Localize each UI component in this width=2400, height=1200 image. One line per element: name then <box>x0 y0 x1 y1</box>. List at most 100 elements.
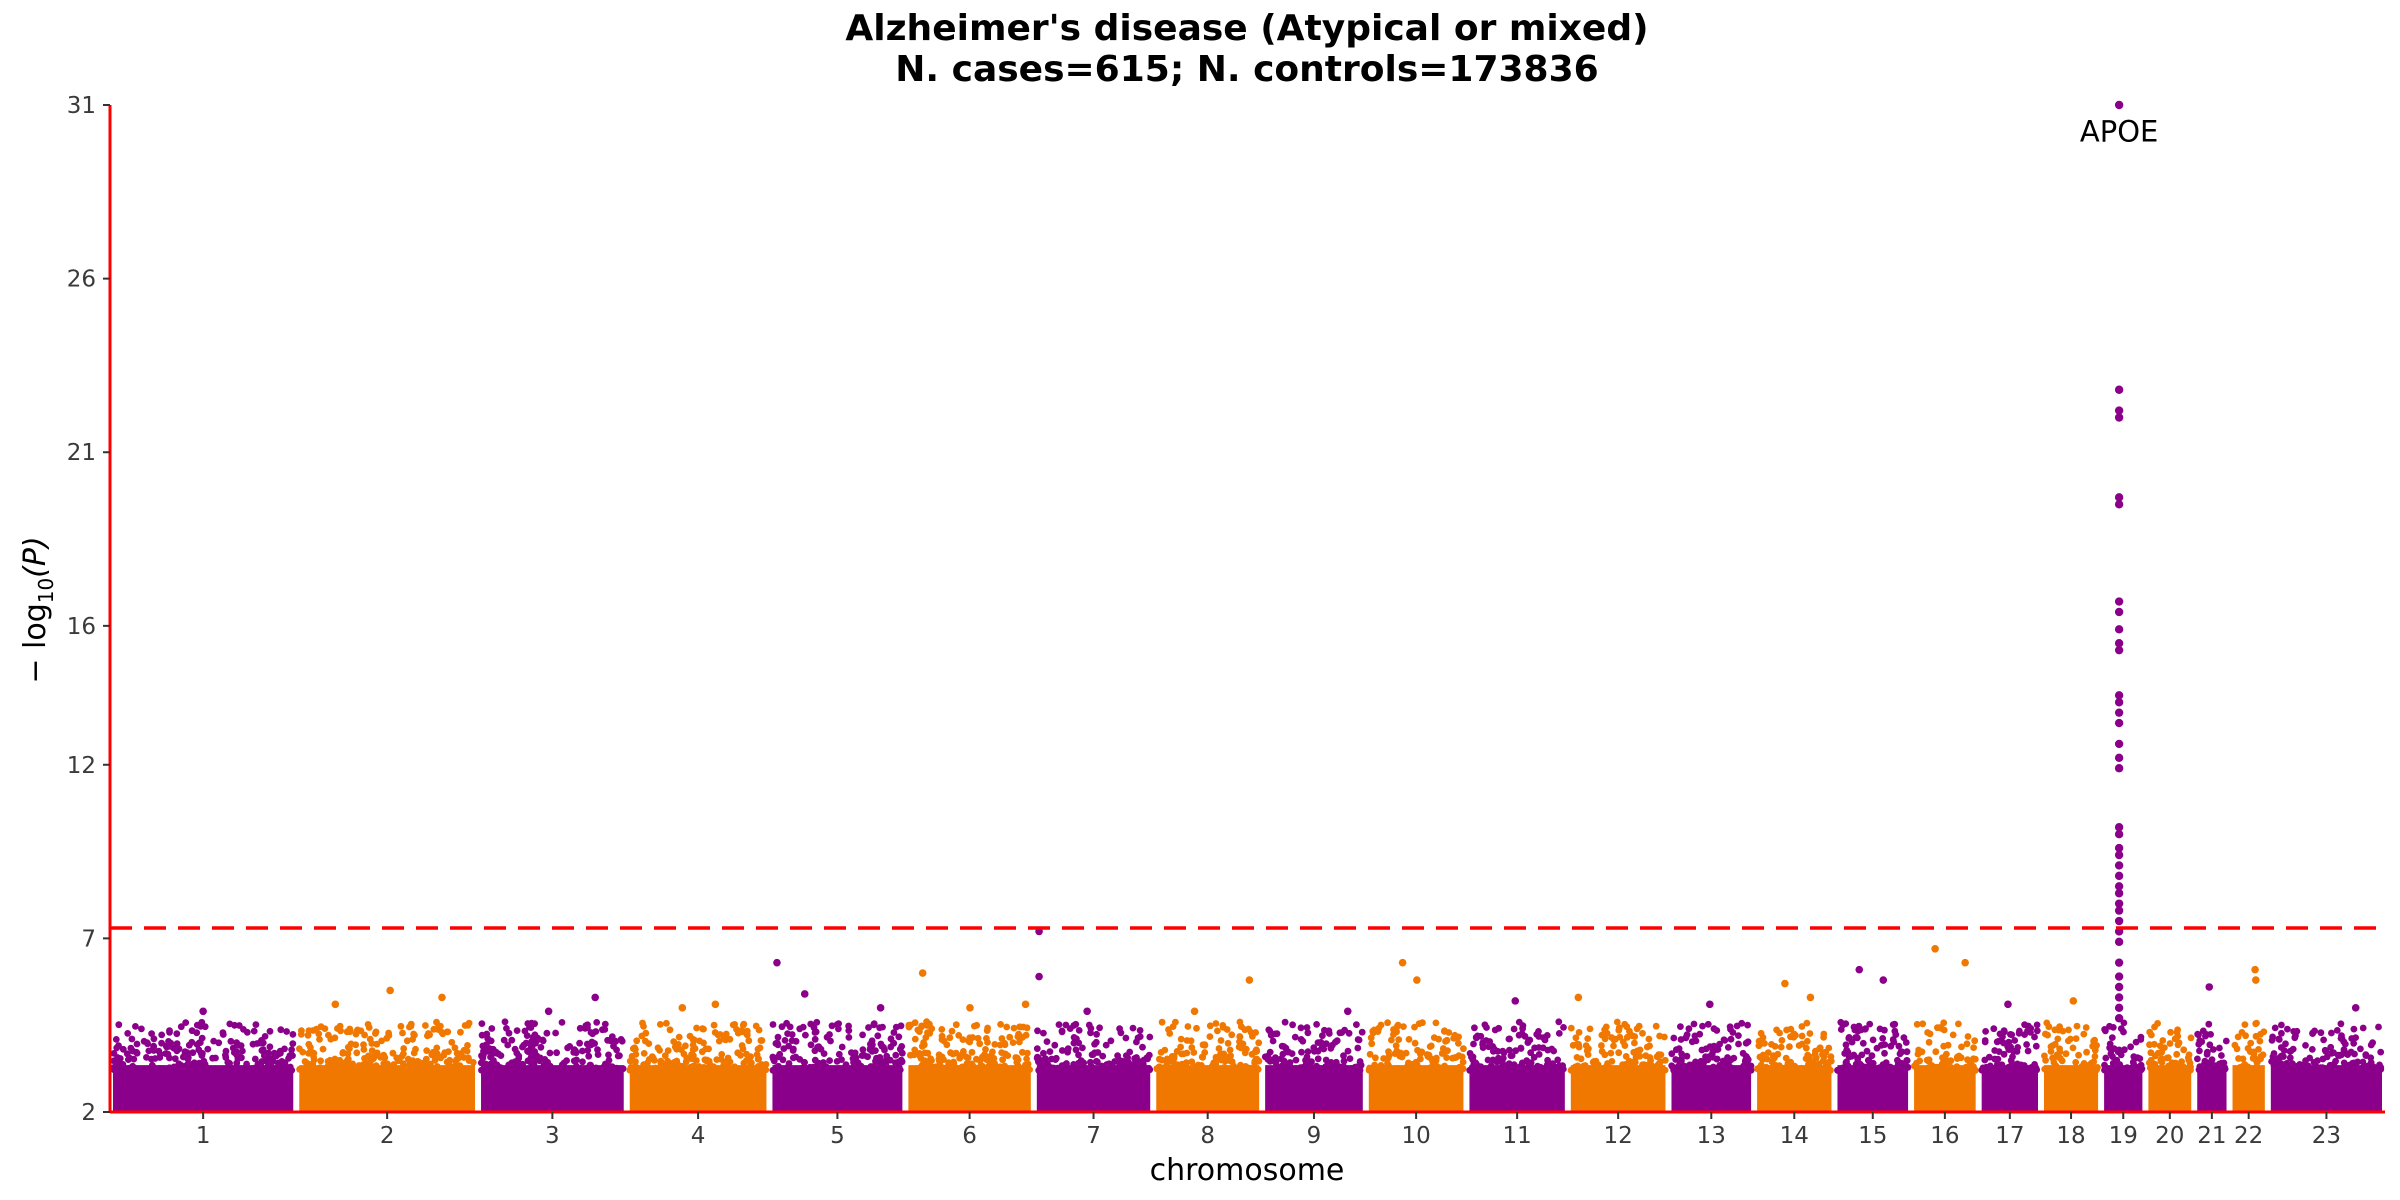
snp-point <box>2062 1050 2070 1058</box>
snp-point <box>527 1024 535 1031</box>
snp-point <box>304 1031 312 1039</box>
snp-point <box>664 1047 672 1054</box>
snp-point <box>769 1053 777 1061</box>
snp-point <box>1372 1054 1379 1062</box>
snp-point <box>1177 1043 1184 1051</box>
chromosome-16-points <box>1911 1019 1979 1112</box>
snp-point <box>754 1063 762 1070</box>
snp-point <box>276 1047 284 1055</box>
snp-point <box>2102 1054 2110 1062</box>
snp-point <box>1345 1029 1353 1037</box>
snp-point <box>1435 1035 1442 1043</box>
snp-point <box>2167 1028 2175 1036</box>
snp-point <box>445 1048 452 1055</box>
snp-point <box>1043 1038 1051 1045</box>
snp-point <box>651 1056 658 1064</box>
snp-point <box>1325 1027 1333 1035</box>
snp-point <box>2196 1047 2203 1055</box>
snp-point <box>1201 1042 1209 1049</box>
snp-point <box>868 1037 876 1045</box>
snp-point <box>1634 1048 1642 1055</box>
snp-point <box>1787 1025 1795 1033</box>
snp-point <box>184 1061 191 1068</box>
snp-point <box>528 1043 536 1050</box>
x-tick-label: 11 <box>1502 1123 1531 1149</box>
x-tick-label: 15 <box>1858 1123 1887 1149</box>
snp-point <box>451 1044 459 1052</box>
snp-point <box>638 1032 646 1040</box>
snp-point <box>1143 1054 1151 1062</box>
snp-point <box>1019 1048 1026 1056</box>
snp-point <box>2120 1019 2128 1027</box>
snp-point <box>1709 1063 1717 1071</box>
snp-point <box>130 1055 138 1063</box>
snp-point <box>1158 1066 1165 1074</box>
annotation-layer: APOE <box>2080 114 2158 148</box>
snp-point <box>1607 1049 1615 1057</box>
snp-point <box>2058 1066 2066 1074</box>
snp-point <box>285 1064 293 1072</box>
snp-point <box>1239 1065 1246 1072</box>
snp-point <box>1388 1036 1395 1044</box>
apoe-locus-point <box>2114 406 2124 415</box>
snp-point <box>890 1039 897 1047</box>
snp-point <box>1842 1041 1850 1049</box>
snp-point <box>2296 1065 2304 1073</box>
snp-point <box>1358 1028 1366 1036</box>
snp-point <box>865 1024 872 1031</box>
snp-point <box>913 1065 921 1072</box>
snp-point <box>1656 1032 1663 1040</box>
snp-point <box>663 1019 670 1027</box>
peak-point <box>544 1007 553 1016</box>
snp-point <box>1661 1066 1669 1074</box>
snp-point <box>312 1066 319 1074</box>
snp-point <box>2289 1045 2297 1053</box>
snp-point <box>229 1044 237 1052</box>
snp-point <box>500 1036 508 1044</box>
snp-point <box>700 1066 707 1074</box>
snp-point <box>671 1043 679 1051</box>
snp-point <box>1055 1021 1063 1028</box>
snp-point <box>956 1054 964 1062</box>
snp-point <box>1671 1065 1679 1073</box>
snp-point <box>2178 1058 2186 1065</box>
snp-point <box>353 1049 361 1057</box>
snp-point <box>959 1036 967 1043</box>
snp-point <box>1517 1045 1525 1052</box>
snp-point <box>2217 1066 2225 1074</box>
snp-point <box>1432 1019 1440 1027</box>
snp-point <box>378 1037 385 1045</box>
snp-point <box>1852 1034 1859 1041</box>
snp-point <box>1253 1046 1260 1054</box>
chromosome-3-points <box>477 1018 627 1112</box>
snp-point <box>433 1044 441 1052</box>
x-tick-label: 18 <box>2056 1123 2085 1149</box>
snp-point <box>859 1031 866 1039</box>
snp-point <box>1107 1037 1115 1045</box>
snp-point <box>511 1045 519 1053</box>
snp-point <box>1901 1066 1908 1074</box>
apoe-locus-point <box>2114 1014 2124 1023</box>
snp-point <box>656 1046 663 1054</box>
peak-point <box>800 990 809 998</box>
snp-point <box>1930 1066 1938 1074</box>
snp-point <box>557 1065 565 1072</box>
snp-point <box>948 1027 956 1035</box>
x-tick-label: 23 <box>2312 1123 2341 1149</box>
snp-point <box>389 1049 397 1057</box>
snp-point <box>189 1049 197 1057</box>
snp-point <box>2206 1065 2213 1072</box>
snp-point <box>1642 1052 1650 1060</box>
snp-point <box>1241 1026 1249 1034</box>
snp-point <box>2023 1041 2030 1048</box>
snp-point <box>364 1021 372 1028</box>
snp-point <box>1411 1065 1419 1073</box>
snp-point <box>145 1047 153 1055</box>
snp-point <box>1274 1065 1282 1072</box>
snp-point <box>2007 1031 2014 1038</box>
snp-point <box>698 1048 706 1056</box>
snp-point <box>1190 1049 1198 1056</box>
snp-point <box>813 1018 821 1026</box>
snp-point <box>826 1031 833 1038</box>
snp-point <box>1313 1062 1320 1070</box>
